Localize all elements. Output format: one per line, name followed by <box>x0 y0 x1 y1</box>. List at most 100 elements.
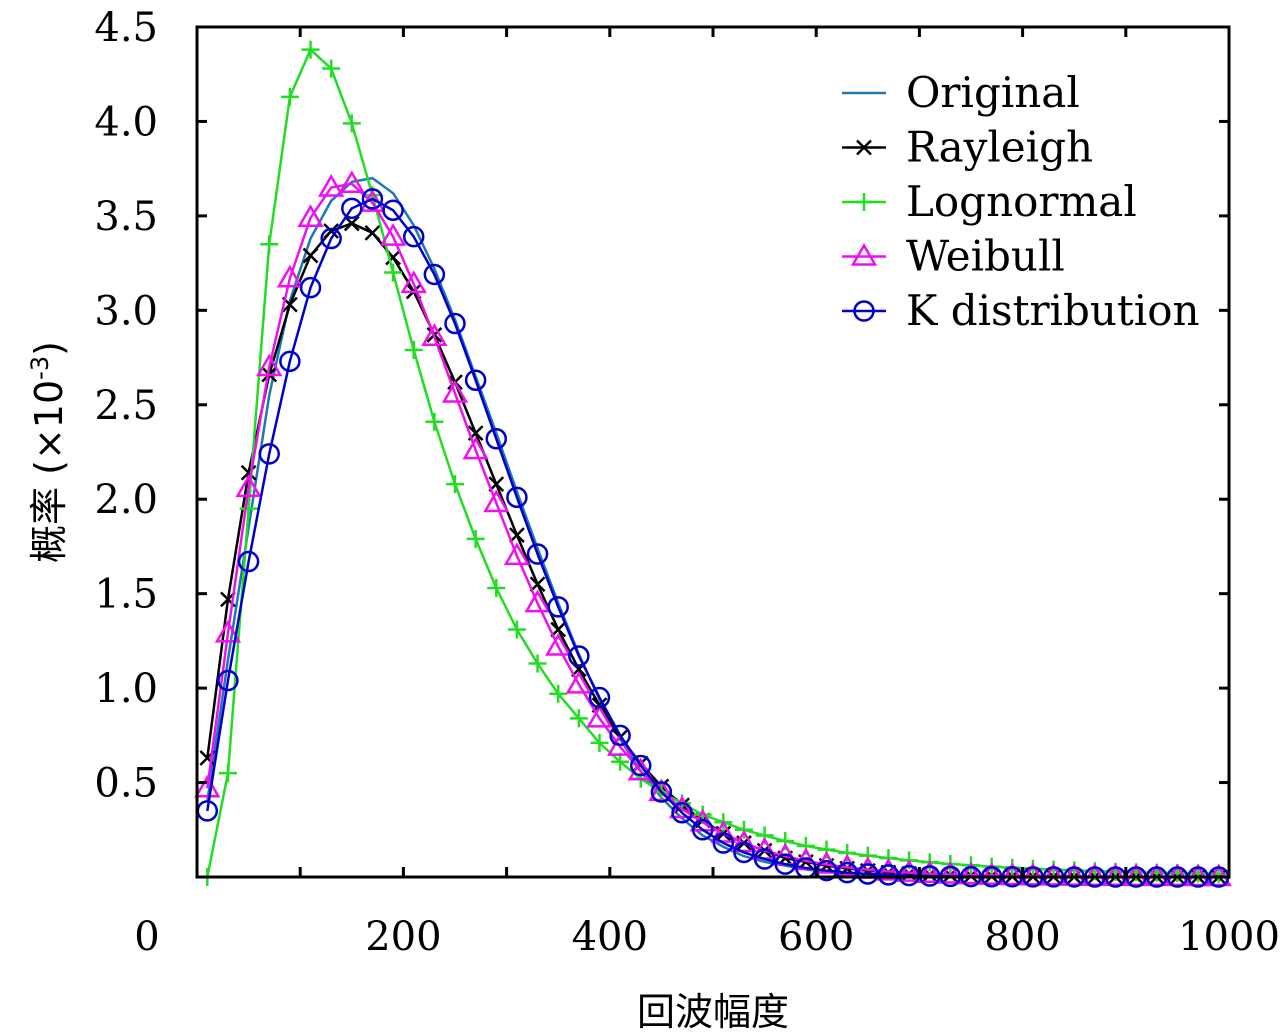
data-point <box>235 474 262 498</box>
data-point <box>425 412 444 431</box>
data-point <box>464 369 487 391</box>
data-point <box>1019 862 1047 886</box>
data-point <box>733 841 755 864</box>
data-point <box>753 848 776 870</box>
data-point <box>648 778 675 802</box>
y-tick-label: 0.5 <box>94 761 158 807</box>
legend-label: Lognormal <box>906 177 1137 226</box>
data-point <box>483 489 510 513</box>
legend-marker <box>855 193 873 211</box>
data-point <box>214 619 242 643</box>
data-point <box>838 843 857 862</box>
y-axis-title-exponent: -3 <box>26 356 54 380</box>
legend-item: K distribution <box>842 286 1200 335</box>
legend-marker <box>850 243 878 266</box>
y-axis-title: 概率 (×10-3) <box>26 341 71 563</box>
x-marker-stroke <box>364 225 381 241</box>
legend-marker <box>853 300 875 322</box>
data-point <box>691 819 714 841</box>
data-point <box>343 215 360 232</box>
data-point <box>466 529 485 548</box>
data-point <box>317 174 345 197</box>
data-point <box>302 247 319 264</box>
legend-marker <box>856 139 872 156</box>
data-point <box>999 862 1026 886</box>
data-point <box>588 686 611 709</box>
data-point <box>402 225 425 248</box>
y-axis-title-close: ) <box>27 341 71 356</box>
data-point <box>487 579 506 597</box>
data-point <box>978 862 1005 885</box>
data-point <box>280 87 299 106</box>
data-point <box>877 864 900 886</box>
data-point <box>194 774 221 798</box>
data-point <box>937 861 964 884</box>
series-weibull <box>194 170 1232 887</box>
data-point <box>774 853 796 875</box>
data-point <box>895 859 923 882</box>
data-point <box>379 223 407 246</box>
legend-item: Lognormal <box>842 177 1137 226</box>
data-point <box>957 861 985 885</box>
data-point <box>444 312 466 335</box>
data-point <box>322 59 341 78</box>
data-point <box>258 443 280 465</box>
y-tick-label: 3.0 <box>94 288 158 334</box>
data-point <box>323 223 340 239</box>
data-point <box>526 543 549 565</box>
data-point <box>237 550 260 573</box>
x-marker-stroke <box>385 249 401 266</box>
legend-label: K distribution <box>906 286 1200 335</box>
data-point <box>361 188 384 210</box>
series-line <box>206 48 1219 878</box>
data-point <box>462 436 489 460</box>
x-marker-stroke <box>509 527 525 543</box>
data-point <box>630 754 652 777</box>
y-tick-label: 3.5 <box>94 194 158 240</box>
data-point <box>524 589 551 613</box>
data-point <box>529 576 546 593</box>
data-point <box>503 542 531 566</box>
data-point <box>836 861 858 884</box>
legend-item: Rayleigh <box>842 123 1093 172</box>
x-marker-stroke <box>343 215 360 232</box>
data-point <box>1040 862 1067 886</box>
x-tick-label: 600 <box>778 914 854 960</box>
data-point <box>609 724 631 747</box>
data-point <box>446 475 464 494</box>
x-marker-stroke <box>281 296 298 313</box>
data-point <box>382 199 404 221</box>
data-point <box>423 263 446 286</box>
data-point <box>404 341 423 359</box>
data-point <box>256 353 283 377</box>
data-point <box>260 235 279 254</box>
svg-text:概率 (×10-3): 概率 (×10-3) <box>26 341 71 563</box>
series-line <box>206 176 1219 879</box>
data-point <box>916 860 943 884</box>
x-tick-label: 400 <box>572 914 648 960</box>
data-point <box>240 464 257 481</box>
data-point <box>276 264 304 288</box>
data-point <box>506 486 528 509</box>
series-original <box>206 176 1219 879</box>
legend-label: Rayleigh <box>906 123 1093 172</box>
y-tick-label: 1.5 <box>94 572 158 618</box>
x-marker-stroke <box>323 223 340 239</box>
data-point <box>1164 863 1191 887</box>
y-axis-title-main: 概率 (×10 <box>27 380 71 563</box>
data-point <box>485 428 508 450</box>
y-tick-label: 4.5 <box>94 5 158 51</box>
series-layer <box>194 40 1232 888</box>
data-point <box>1184 863 1212 887</box>
data-point <box>568 645 590 667</box>
x-tick-label: 200 <box>365 914 441 960</box>
data-point <box>565 670 593 694</box>
x-marker-stroke <box>529 576 546 593</box>
data-point <box>1143 863 1170 887</box>
x-marker-stroke <box>302 247 319 264</box>
data-point <box>279 350 301 373</box>
data-point <box>364 225 381 241</box>
data-point <box>875 857 902 881</box>
data-point <box>528 654 547 673</box>
